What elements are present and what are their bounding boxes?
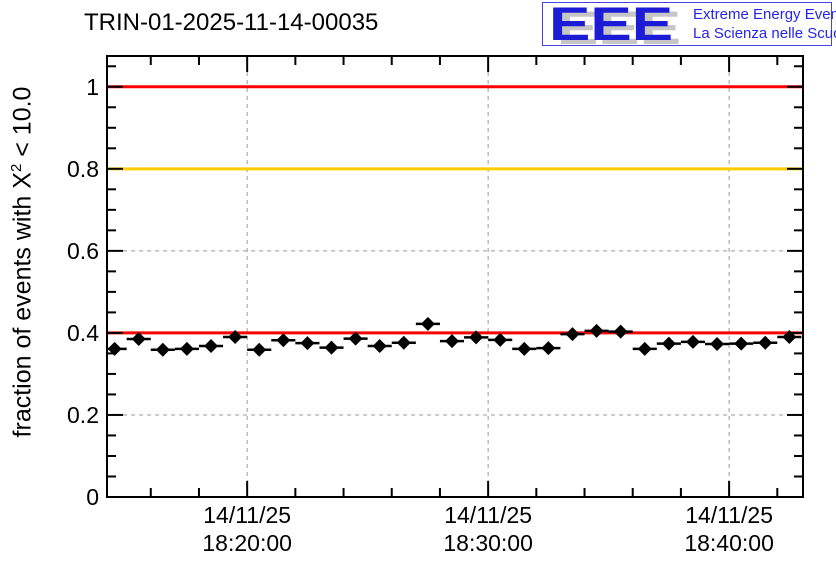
x-tick-label-date: 14/11/25 (444, 502, 532, 528)
data-point (420, 316, 435, 331)
data-point (637, 341, 652, 356)
data-point (565, 327, 580, 342)
chart-title: TRIN-01-2025-11-14-00035 (84, 9, 379, 36)
y-axis-title-superscript: 2 (8, 163, 26, 173)
data-point (613, 324, 628, 339)
data-point (348, 331, 363, 346)
x-tick-label-date: 14/11/25 (203, 502, 291, 528)
data-point (228, 330, 243, 345)
eee-logo-tagline: Extreme Energy Events La Scienza nelle S… (693, 5, 836, 43)
data-point (179, 341, 194, 356)
x-tick-labels: 14/11/2518:20:0014/11/2518:30:0014/11/25… (202, 502, 773, 556)
data-point (589, 323, 604, 338)
data-point (782, 330, 797, 345)
data-point (252, 342, 267, 357)
y-tick-label: 0.6 (67, 238, 99, 264)
x-tick-label-time: 18:30:00 (443, 530, 533, 556)
eee-logo-acronym: EEE (549, 0, 674, 50)
y-axis-title-suffix: < 10.0 (8, 86, 37, 164)
y-tick-label: 0.4 (67, 320, 99, 346)
data-point (710, 336, 725, 351)
y-tick-label: 1 (86, 74, 99, 100)
data-point (517, 341, 532, 356)
y-axis-title-prefix: fraction of events with X (8, 172, 37, 438)
y-tick-label: 0.2 (67, 402, 99, 428)
data-point (685, 334, 700, 349)
gridlines (107, 56, 803, 497)
eee-logo-tagline-line1: Extreme Energy Events (693, 6, 836, 23)
x-tick-label-time: 18:20:00 (202, 530, 292, 556)
eee-logo-tagline-line2: La Scienza nelle Scuole (693, 25, 836, 42)
eee-logo: EEE Extreme Energy Events La Scienza nel… (542, 0, 836, 50)
plot-frame (106, 55, 804, 498)
data-series (107, 316, 802, 357)
data-point (469, 330, 484, 345)
y-tick-label: 0 (86, 484, 99, 510)
y-tick-labels: 0 0.2 0.4 0.6 0.8 1 (67, 74, 99, 510)
y-tick-label: 0.8 (67, 156, 99, 182)
data-point (661, 336, 676, 351)
data-point (276, 333, 291, 348)
x-tick-label-time: 18:40:00 (684, 530, 774, 556)
x-tick-label-date: 14/11/25 (685, 502, 773, 528)
data-point (107, 341, 122, 356)
axis-ticks (107, 56, 803, 498)
data-point (372, 339, 387, 354)
data-point (396, 335, 411, 350)
data-point (131, 332, 146, 347)
data-point (300, 336, 315, 351)
data-point (204, 339, 219, 354)
reference-lines (107, 85, 803, 335)
data-point (758, 335, 773, 350)
data-point (155, 342, 170, 357)
data-point (541, 341, 556, 356)
data-point (324, 340, 339, 355)
data-point (444, 334, 459, 349)
data-point (493, 332, 508, 347)
y-axis-title: fraction of events with X2 < 10.0 (8, 86, 38, 438)
data-point (734, 336, 749, 351)
